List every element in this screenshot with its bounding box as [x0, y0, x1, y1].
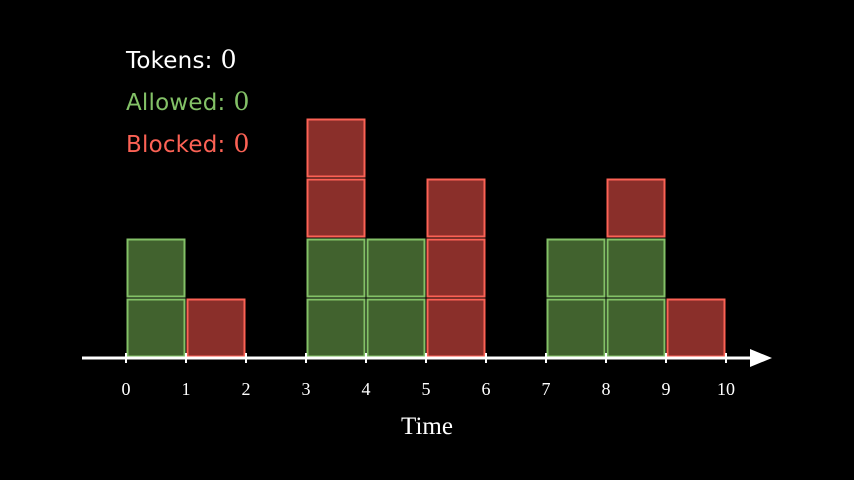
tick-label: 0	[122, 379, 131, 399]
allowed-request-block	[126, 298, 186, 358]
blocked-request-block	[666, 298, 726, 358]
time-ticks: 0 1 2 3 4 5 6 7 8 9 10	[122, 353, 735, 399]
tokens-counter: Tokens: 0	[126, 45, 236, 76]
request-blocks	[126, 118, 726, 358]
allowed-label: Allowed:	[126, 90, 226, 116]
blocked-request-block	[186, 298, 246, 358]
time-axis	[82, 349, 772, 367]
blocked-request-block	[606, 178, 666, 238]
allowed-request-block	[366, 298, 426, 358]
tick-label: 10	[717, 379, 735, 399]
blocked-value: 0	[233, 129, 250, 158]
tick-label: 3	[302, 379, 311, 399]
blocked-request-block	[306, 178, 366, 238]
allowed-request-block	[606, 298, 666, 358]
allowed-request-block	[366, 238, 426, 298]
axis-arrow-icon	[750, 349, 772, 367]
allowed-request-block	[606, 238, 666, 298]
allowed-request-block	[546, 298, 606, 358]
tick-label: 7	[542, 379, 551, 399]
tick-label: 5	[422, 379, 431, 399]
allowed-request-block	[306, 298, 366, 358]
tokens-label: Tokens:	[126, 48, 213, 74]
allowed-counter: Allowed: 0	[126, 87, 249, 118]
blocked-request-block	[426, 238, 486, 298]
allowed-value: 0	[233, 87, 250, 116]
tick-label: 6	[482, 379, 491, 399]
tick-label: 9	[662, 379, 671, 399]
tick-label: 8	[602, 379, 611, 399]
tick-label: 4	[362, 379, 371, 399]
blocked-label: Blocked:	[126, 132, 226, 158]
x-axis-label: Time	[401, 413, 453, 440]
tick-label: 2	[242, 379, 251, 399]
blocked-counter: Blocked: 0	[126, 129, 249, 160]
blocked-request-block	[426, 178, 486, 238]
blocked-request-block	[306, 118, 366, 178]
blocked-request-block	[426, 298, 486, 358]
allowed-request-block	[126, 238, 186, 298]
tick-label: 1	[182, 379, 191, 399]
allowed-request-block	[306, 238, 366, 298]
tokens-value: 0	[220, 45, 237, 74]
allowed-request-block	[546, 238, 606, 298]
